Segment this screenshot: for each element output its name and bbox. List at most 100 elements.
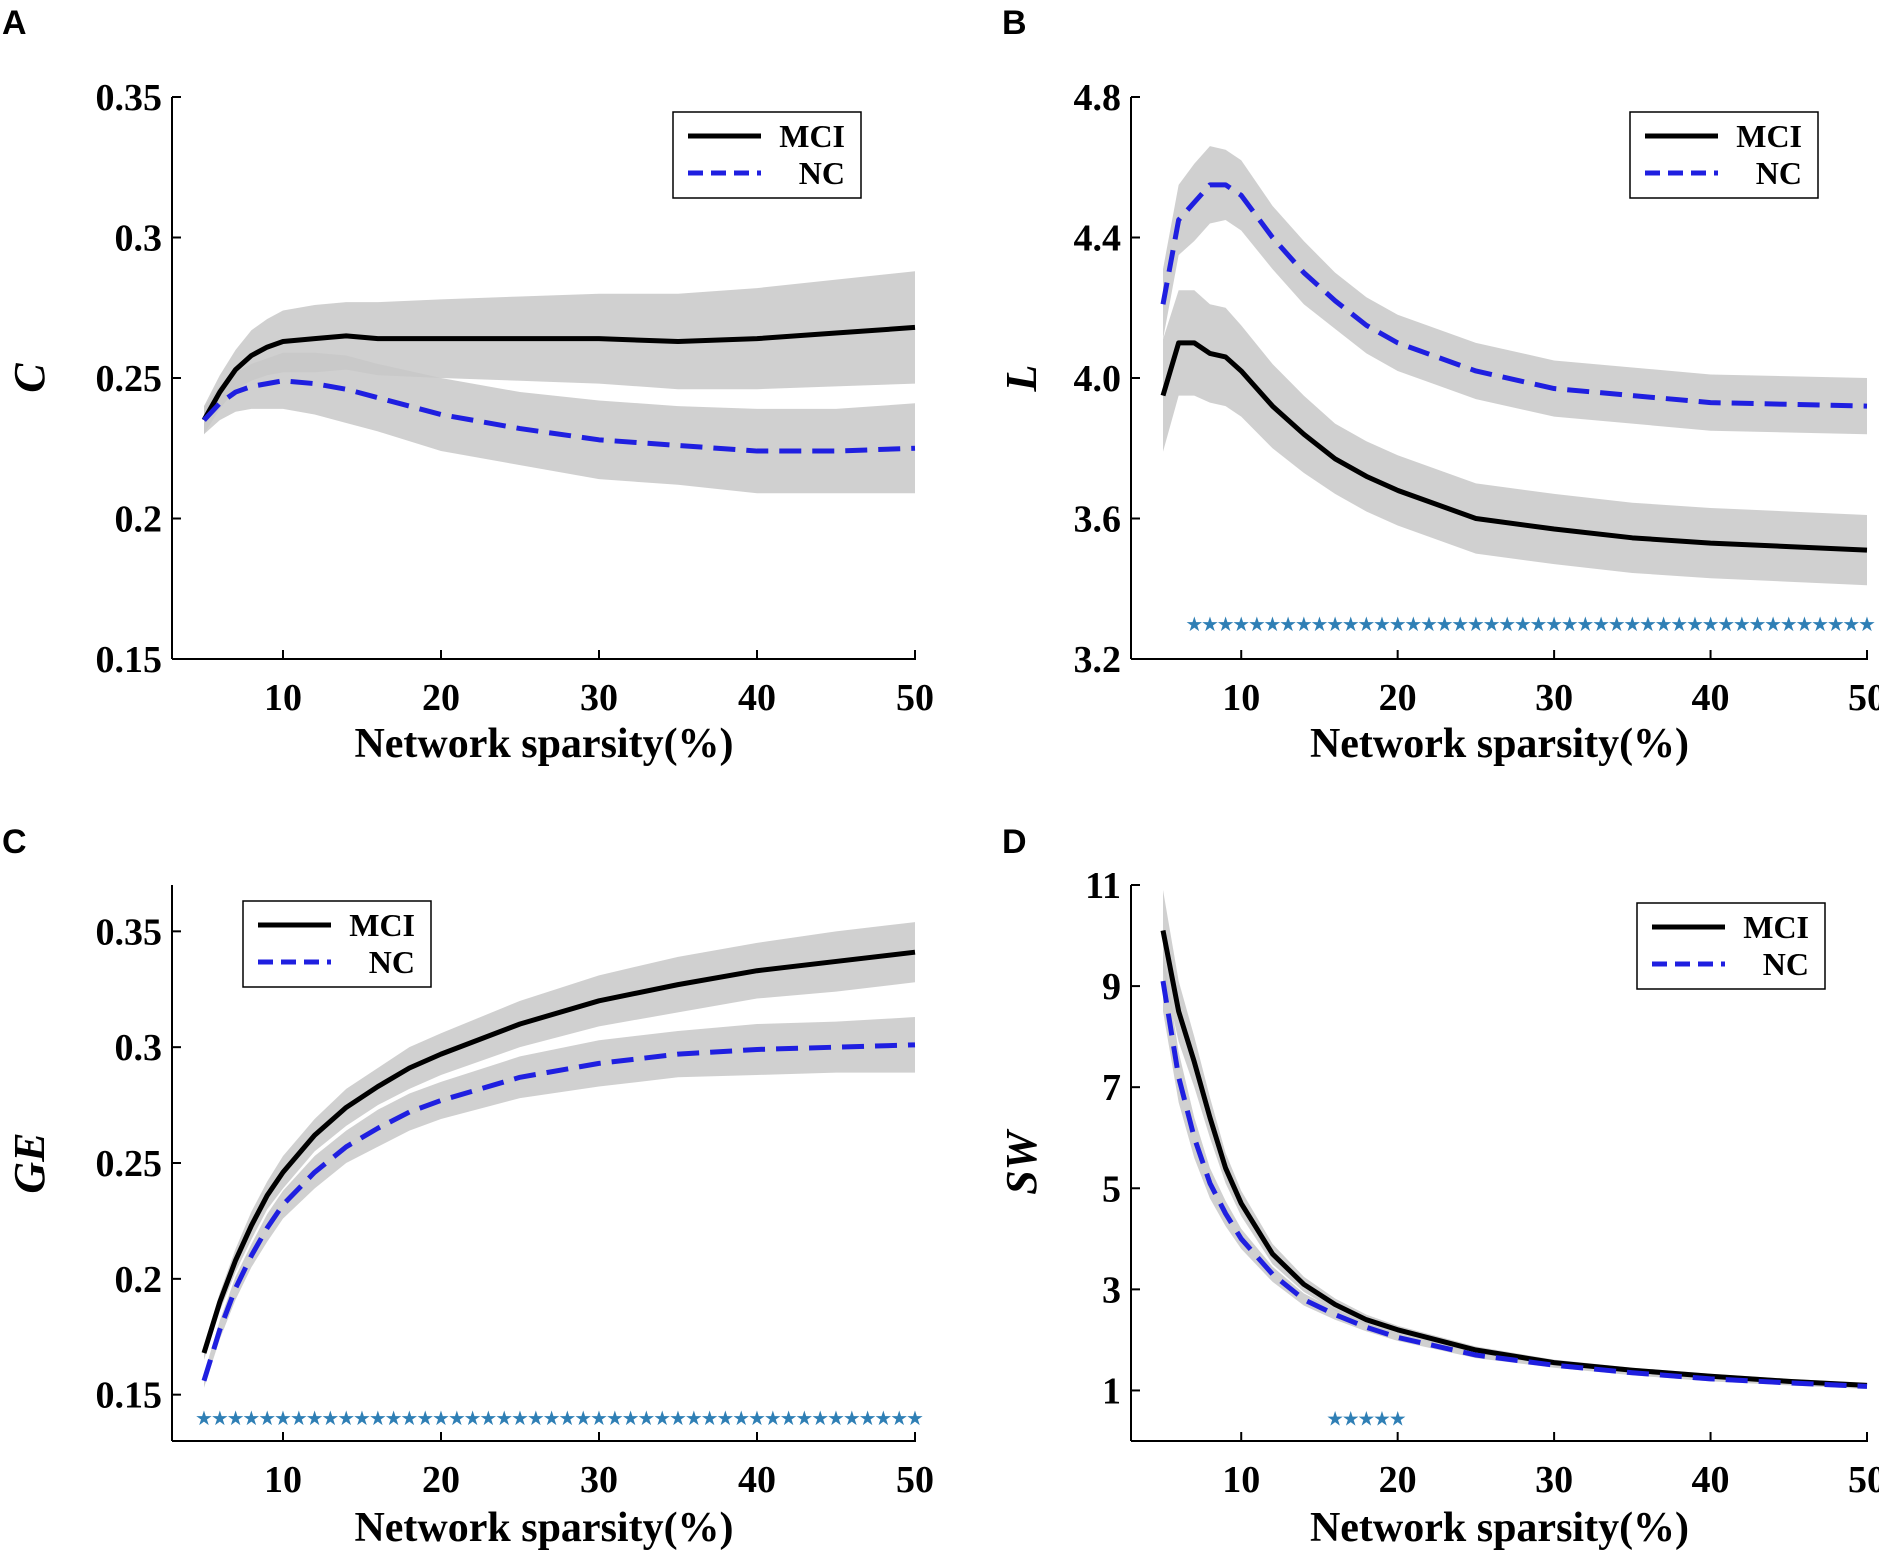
significance-star: ★	[1608, 612, 1626, 636]
legend-box	[1636, 902, 1826, 990]
significance-star: ★	[337, 1406, 355, 1430]
legend-label-mci: MCI	[779, 118, 845, 154]
significance-star: ★	[1420, 612, 1438, 636]
series-line-mci	[201, 949, 916, 1354]
x-tick-label: 10	[264, 1459, 302, 1501]
significance-star: ★	[353, 1406, 371, 1430]
significance-star: ★	[811, 1406, 829, 1430]
y-tick-label: 11	[1085, 865, 1121, 907]
y-tick-label: 0.15	[96, 639, 163, 681]
significance-star: ★	[1749, 612, 1767, 636]
x-tick-label: 30	[580, 1459, 618, 1501]
y-tick-label: 9	[1102, 966, 1121, 1008]
significance-star: ★	[1373, 1406, 1391, 1430]
significance-star: ★	[511, 1406, 529, 1430]
x-tick-label: 40	[738, 677, 776, 719]
significance-star: ★	[1529, 612, 1547, 636]
significance-star: ★	[1623, 612, 1641, 636]
legend-label-nc: NC	[1763, 946, 1809, 982]
significance-star: ★	[1842, 612, 1860, 636]
x-tick-label: 40	[1692, 677, 1730, 719]
significance-star: ★	[1201, 612, 1219, 636]
significance-star: ★	[1264, 612, 1282, 636]
significance-star: ★	[1232, 612, 1250, 636]
x-tick-label: 10	[1222, 1459, 1260, 1501]
x-tick-label: 50	[1848, 677, 1879, 719]
confidence-band-mci	[204, 271, 915, 435]
y-tick-label: 4.0	[1074, 358, 1122, 400]
confidence-band-nc	[1163, 950, 1867, 1389]
panel-letter: C	[2, 823, 27, 861]
x-tick-label: 10	[264, 677, 302, 719]
significance-star: ★	[1670, 612, 1688, 636]
confidence-band-nc	[204, 1017, 915, 1388]
x-tick-label: 50	[1848, 1459, 1879, 1501]
significance-star: ★	[1483, 612, 1501, 636]
confidence-band-nc	[1163, 146, 1867, 435]
significance-star: ★	[669, 1406, 687, 1430]
significance-star: ★	[227, 1406, 245, 1430]
y-tick-label: 7	[1102, 1067, 1121, 1109]
significance-star: ★	[258, 1406, 276, 1430]
significance-star: ★	[906, 1406, 924, 1430]
significance-star: ★	[369, 1406, 387, 1430]
y-tick-label: 5	[1102, 1168, 1121, 1210]
legend-label-mci: MCI	[1736, 118, 1802, 154]
x-tick-label: 50	[896, 677, 934, 719]
legend-label-nc: NC	[369, 944, 415, 980]
significance-star: ★	[1686, 612, 1704, 636]
significance-star: ★	[1780, 612, 1798, 636]
legend-box	[242, 900, 432, 988]
significance-star: ★	[1389, 612, 1407, 636]
x-tick-label: 20	[1379, 1459, 1417, 1501]
legend-label-nc: NC	[1756, 155, 1802, 191]
significance-star: ★	[543, 1406, 561, 1430]
legend-label-mci: MCI	[1743, 909, 1809, 945]
x-tick-label: 20	[422, 1459, 460, 1501]
significance-star: ★	[1592, 612, 1610, 636]
y-tick-label: 0.35	[96, 911, 163, 953]
significance-star: ★	[495, 1406, 513, 1430]
significance-star: ★	[716, 1406, 734, 1430]
significance-star: ★	[1717, 612, 1735, 636]
significance-star: ★	[1827, 612, 1845, 636]
significance-star: ★	[479, 1406, 497, 1430]
significance-star: ★	[795, 1406, 813, 1430]
significance-star: ★	[1451, 612, 1469, 636]
y-tick-label: 0.3	[115, 218, 163, 260]
significance-star: ★	[1733, 612, 1751, 636]
panel-d: D 1 3 5 7 9 11 10 20 30 40 50 Network sparsity(%) SW ★…	[997, 823, 1879, 1551]
significance-star: ★	[211, 1406, 229, 1430]
significance-star: ★	[764, 1406, 782, 1430]
significance-star: ★	[1561, 612, 1579, 636]
significance-star: ★	[637, 1406, 655, 1430]
significance-star: ★	[1436, 612, 1454, 636]
significance-star: ★	[685, 1406, 703, 1430]
significance-star: ★	[1357, 612, 1375, 636]
series-line-mci	[1160, 340, 1868, 553]
series-line-nc	[201, 1042, 916, 1382]
x-tick-label: 20	[422, 677, 460, 719]
significance-star: ★	[874, 1406, 892, 1430]
x-axis-title: Network sparsity(%)	[1310, 721, 1689, 767]
significance-star: ★	[827, 1406, 845, 1430]
significance-star: ★	[1357, 1406, 1375, 1430]
panel-b: B 3.2 3.6 4.0 4.4 4.8 10 20 30 40 50 Network sparsi…	[997, 4, 1879, 767]
significance-star: ★	[1342, 612, 1360, 636]
y-tick-label: 1	[1102, 1370, 1121, 1412]
significance-star: ★	[859, 1406, 877, 1430]
significance-star: ★	[590, 1406, 608, 1430]
significance-star: ★	[1342, 1406, 1360, 1430]
y-axis-title: GE	[5, 1132, 54, 1193]
significance-star: ★	[1467, 612, 1485, 636]
panel-letter: A	[2, 4, 27, 42]
significance-star: ★	[416, 1406, 434, 1430]
panel-a: A 0.15 0.2 0.25 0.3 0.35 10 20 30 40 50 Network spa…	[2, 4, 934, 767]
significance-star: ★	[606, 1406, 624, 1430]
y-axis-title: L	[997, 365, 1046, 393]
significance-star: ★	[1326, 612, 1344, 636]
significance-star: ★	[1498, 612, 1516, 636]
